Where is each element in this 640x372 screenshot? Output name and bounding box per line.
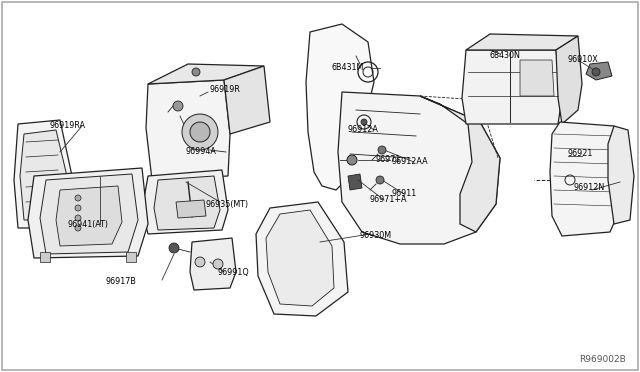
Circle shape: [592, 68, 600, 76]
Text: 96919R: 96919R: [210, 86, 241, 94]
Polygon shape: [338, 92, 500, 244]
Polygon shape: [306, 24, 374, 190]
Polygon shape: [348, 174, 362, 190]
Text: 96994A: 96994A: [186, 148, 217, 157]
Text: 6B431M: 6B431M: [332, 64, 364, 73]
Polygon shape: [550, 122, 622, 236]
Text: 96921: 96921: [568, 150, 593, 158]
Circle shape: [173, 101, 183, 111]
Circle shape: [192, 68, 200, 76]
Circle shape: [75, 205, 81, 211]
Text: 96912AA: 96912AA: [392, 157, 429, 167]
Text: 96910X: 96910X: [568, 55, 599, 64]
Text: 96912N: 96912N: [574, 183, 605, 192]
Polygon shape: [126, 252, 136, 262]
Circle shape: [195, 257, 205, 267]
Circle shape: [376, 176, 384, 184]
Text: 96911: 96911: [392, 189, 417, 199]
Text: 96935(MT): 96935(MT): [206, 199, 249, 208]
Text: 96941(AT): 96941(AT): [68, 219, 109, 228]
Text: 96991Q: 96991Q: [218, 267, 250, 276]
Text: 96912A: 96912A: [348, 125, 379, 135]
Polygon shape: [146, 80, 230, 180]
Polygon shape: [586, 62, 612, 80]
Circle shape: [361, 119, 367, 125]
Polygon shape: [224, 66, 270, 134]
Polygon shape: [176, 200, 206, 218]
Polygon shape: [154, 176, 220, 230]
Polygon shape: [14, 120, 72, 228]
Text: 96917B: 96917B: [106, 278, 137, 286]
Circle shape: [169, 243, 179, 253]
Circle shape: [378, 146, 386, 154]
Text: 96971+A: 96971+A: [370, 196, 408, 205]
Polygon shape: [462, 50, 562, 124]
Text: 96971: 96971: [376, 155, 401, 164]
Polygon shape: [190, 238, 236, 290]
Polygon shape: [56, 186, 122, 246]
Polygon shape: [40, 252, 50, 262]
Circle shape: [190, 122, 210, 142]
Polygon shape: [420, 96, 500, 232]
Circle shape: [75, 215, 81, 221]
Polygon shape: [520, 60, 554, 96]
Text: 96930M: 96930M: [360, 231, 392, 241]
Text: 68430N: 68430N: [490, 51, 521, 61]
Circle shape: [347, 155, 357, 165]
Polygon shape: [20, 130, 66, 220]
Polygon shape: [608, 126, 634, 224]
Circle shape: [75, 225, 81, 231]
Text: 96919RA: 96919RA: [50, 122, 86, 131]
Circle shape: [182, 114, 218, 150]
Polygon shape: [466, 34, 578, 50]
Text: R969002B: R969002B: [579, 355, 626, 364]
Polygon shape: [266, 210, 334, 306]
Polygon shape: [28, 168, 148, 258]
Polygon shape: [256, 202, 348, 316]
Polygon shape: [148, 64, 264, 84]
Circle shape: [213, 259, 223, 269]
Polygon shape: [556, 36, 582, 124]
Circle shape: [75, 195, 81, 201]
Polygon shape: [40, 174, 138, 254]
Polygon shape: [142, 170, 228, 234]
